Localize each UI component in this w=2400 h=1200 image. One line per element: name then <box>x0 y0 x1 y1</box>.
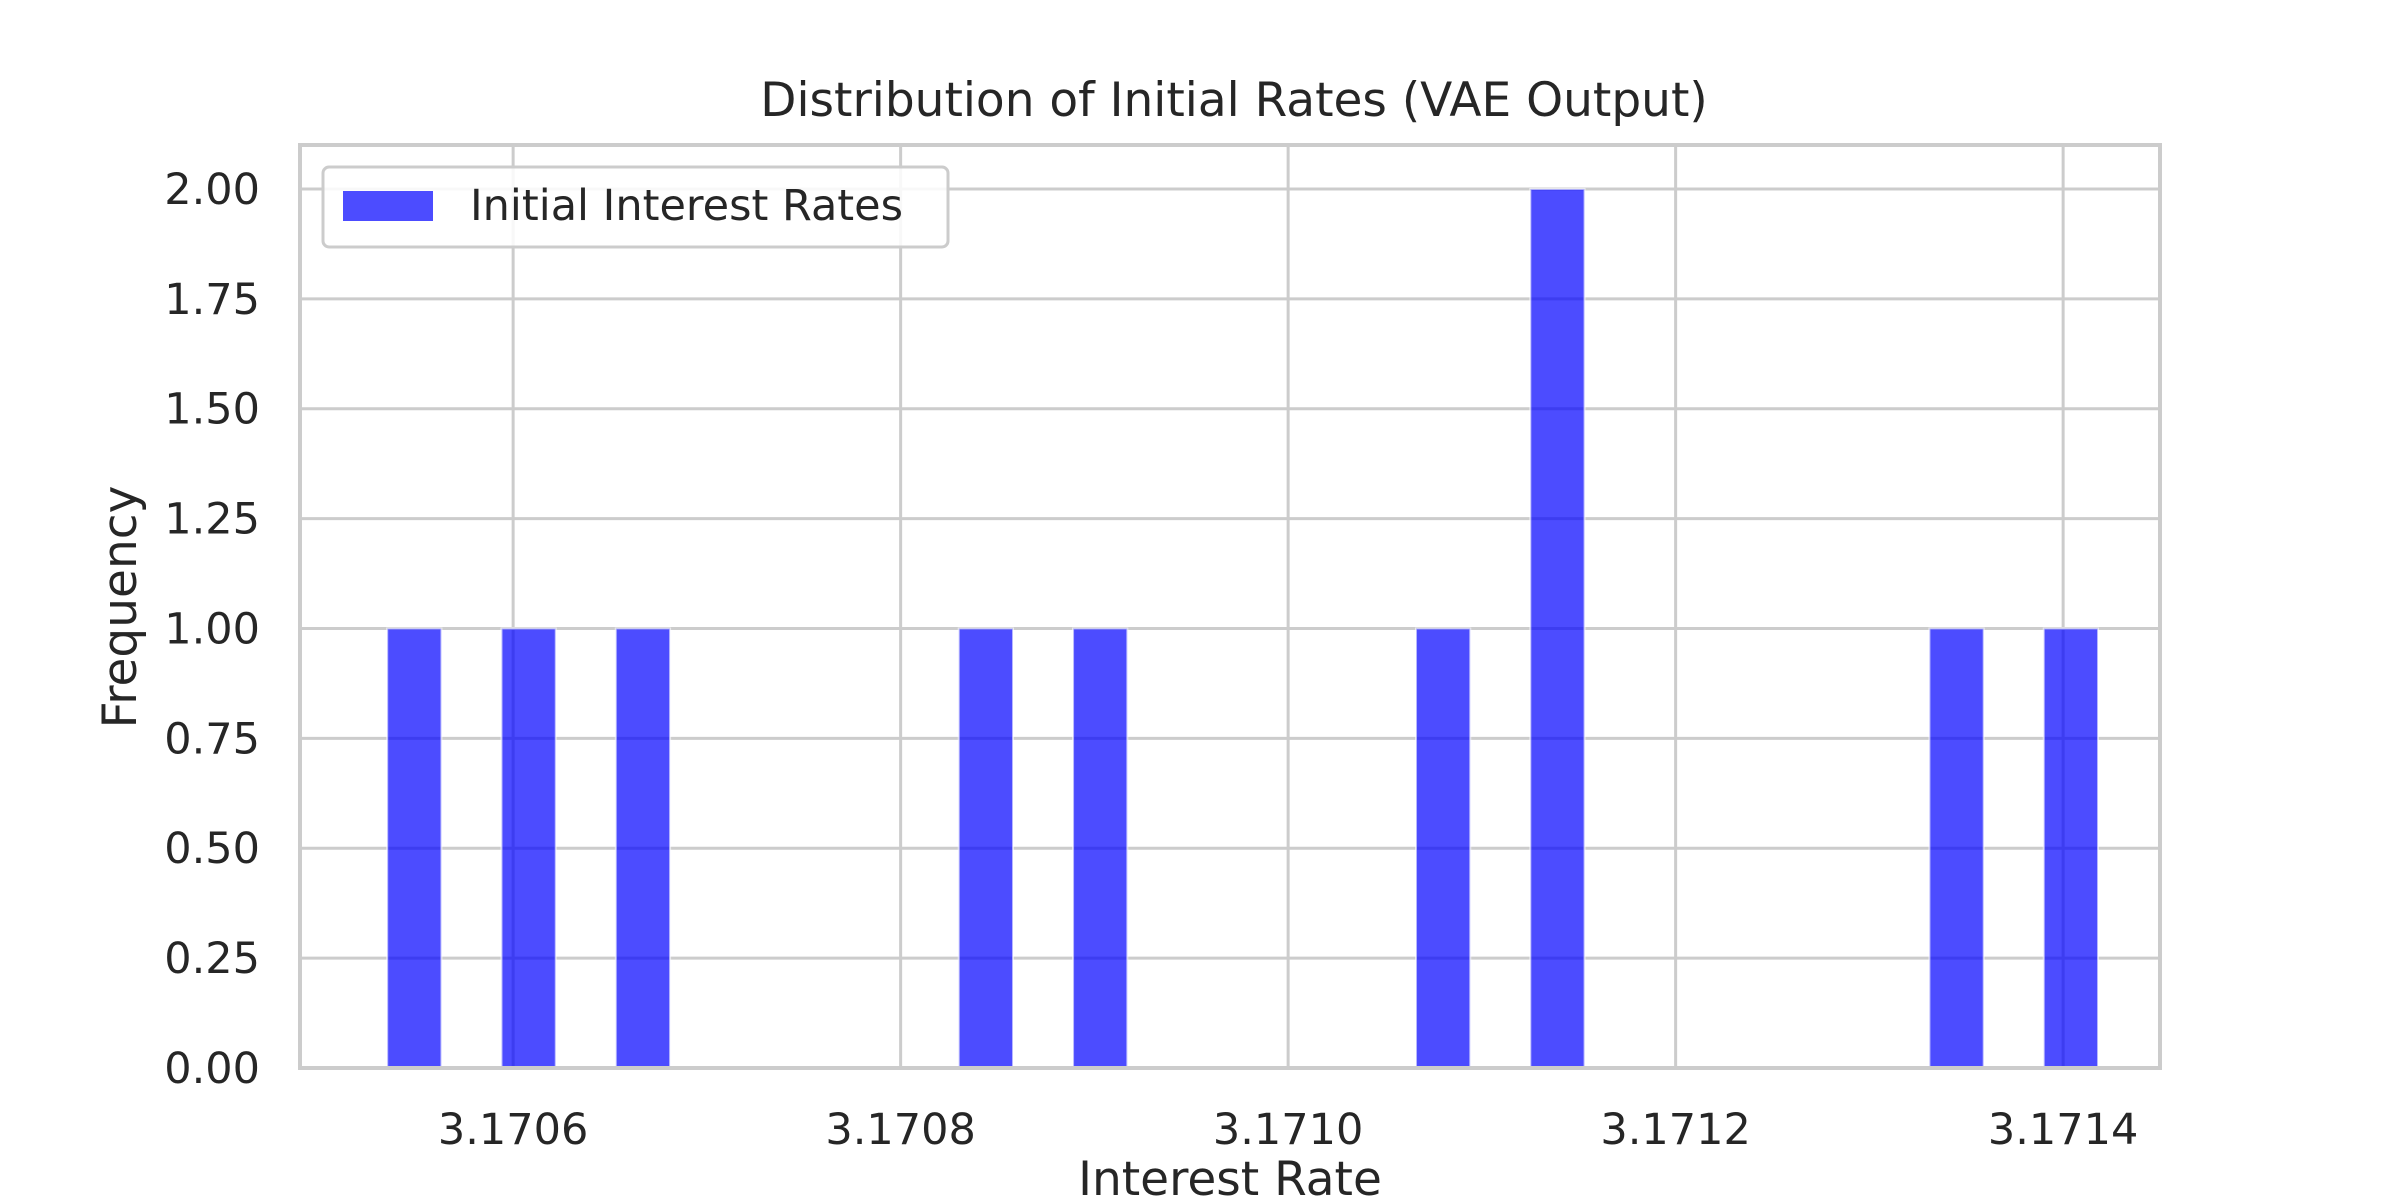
y-tick-labels: 0.00 0.25 0.50 0.75 1.00 1.25 1.50 1.75 2.00 <box>164 165 260 1094</box>
grid-lines <box>300 145 2160 1070</box>
y-tick-label: 0.75 <box>164 714 260 764</box>
y-tick-label: 0.25 <box>164 934 260 984</box>
x-tick-labels: 3.1706 3.1708 3.1710 3.1712 3.1714 <box>438 1105 2138 1155</box>
histogram-bar <box>957 627 1014 1069</box>
histogram-bar <box>1928 627 1985 1069</box>
x-tick-label: 3.1712 <box>1600 1105 1750 1155</box>
legend-swatch <box>343 191 433 221</box>
y-tick-label: 2.00 <box>164 165 260 215</box>
x-tick-label: 3.1706 <box>438 1105 588 1155</box>
y-tick-label: 0.00 <box>164 1044 260 1094</box>
plot-frame <box>298 143 2162 1070</box>
histogram-bar <box>1529 187 1586 1069</box>
y-tick-label: 1.25 <box>164 495 260 545</box>
bars <box>386 187 2099 1069</box>
y-tick-label: 1.75 <box>164 275 260 325</box>
y-tick-label: 1.50 <box>164 385 260 435</box>
histogram-bar <box>386 627 443 1069</box>
legend-label: Initial Interest Rates <box>470 181 903 231</box>
x-axis-label: Interest Rate <box>1078 1152 1382 1200</box>
y-tick-label: 1.00 <box>164 604 260 654</box>
histogram-bar <box>614 627 672 1069</box>
histogram-bar <box>1072 627 1129 1069</box>
y-tick-label: 0.50 <box>164 824 260 874</box>
histogram-bar <box>2042 627 2099 1069</box>
histogram-bar <box>1415 627 1472 1069</box>
y-axis-label: Frequency <box>93 486 148 729</box>
x-tick-label: 3.1708 <box>825 1105 975 1155</box>
x-tick-label: 3.1714 <box>1988 1105 2138 1155</box>
legend-box <box>321 165 950 249</box>
histogram-bar <box>500 627 557 1069</box>
legend: Initial Interest Rates <box>321 165 950 249</box>
x-tick-label: 3.1710 <box>1213 1105 1363 1155</box>
chart-title: Distribution of Initial Rates (VAE Outpu… <box>760 73 1707 128</box>
